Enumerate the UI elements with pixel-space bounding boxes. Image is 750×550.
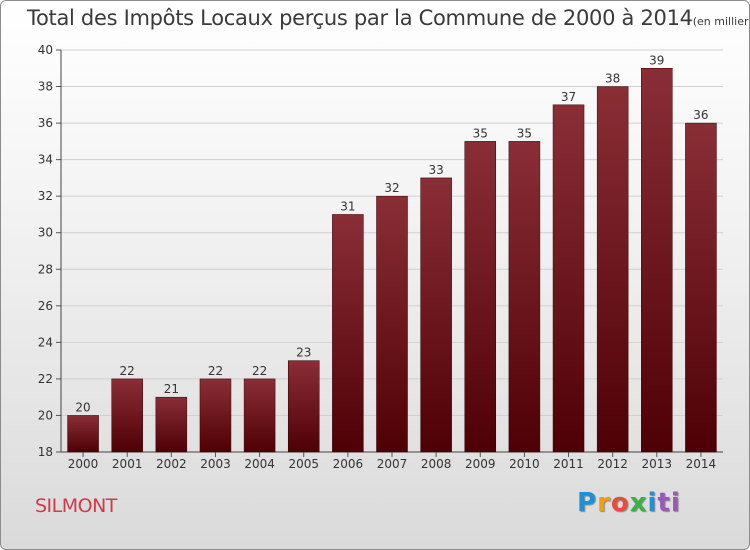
bar-2006 [332, 214, 364, 453]
bar-2002 [155, 396, 188, 453]
data-label: 39 [649, 53, 664, 67]
commune-name: SILMONT [35, 495, 117, 517]
data-label: 35 [517, 126, 532, 140]
data-label: 23 [296, 346, 311, 360]
bar-2013 [641, 68, 673, 453]
x-tick-label: 2010 [509, 457, 540, 471]
data-label: 35 [473, 126, 488, 140]
bar-2000 [67, 415, 99, 453]
data-label: 31 [340, 199, 355, 213]
bar-2011 [552, 104, 585, 453]
data-label: 22 [120, 364, 135, 378]
bar-2012 [596, 86, 629, 453]
y-tick-label: 32 [38, 189, 53, 203]
x-tick-label: 2012 [597, 457, 628, 471]
y-tick-label: 26 [38, 299, 53, 313]
x-tick-label: 2006 [333, 457, 364, 471]
y-tick-label: 34 [38, 153, 53, 167]
bar-2001 [111, 378, 143, 453]
data-label: 33 [428, 163, 443, 177]
x-tick-label: 2001 [112, 457, 143, 471]
x-tick-label: 2002 [156, 457, 187, 471]
x-tick-label: 2003 [200, 457, 231, 471]
y-tick-label: 38 [38, 80, 53, 94]
y-tick-label: 20 [38, 408, 53, 422]
data-labels: 20 22 21 22 22 23 31 32 33 35 35 37 38 39 36 [75, 53, 708, 414]
x-tick-label: 2008 [421, 457, 452, 471]
y-tick-label: 24 [38, 335, 53, 349]
x-tick-label: 2009 [465, 457, 496, 471]
data-label: 37 [561, 90, 576, 104]
y-tick-label: 28 [38, 262, 53, 276]
chart-subtitle: (en milliers d'€) [692, 15, 749, 28]
data-label: 21 [164, 382, 179, 396]
data-label: 38 [605, 72, 620, 86]
chart-title: Total des Impôts Locaux perçus par la Co… [27, 6, 749, 30]
data-label: 20 [75, 400, 90, 414]
data-label: 22 [252, 364, 267, 378]
bar-2007 [376, 195, 408, 453]
bar-2009 [464, 141, 497, 453]
y-tick-label: 22 [38, 372, 53, 386]
bar-2003 [199, 378, 232, 453]
y-tick-label: 18 [38, 445, 53, 459]
bar-2004 [243, 378, 276, 453]
data-label: 22 [208, 364, 223, 378]
x-tick-label: 2005 [288, 457, 319, 471]
y-tick-label: 30 [38, 226, 53, 240]
x-tick-label: 2004 [244, 457, 275, 471]
x-tick-label: 2011 [553, 457, 584, 471]
proxiti-logo: Proxiti [577, 488, 681, 518]
data-label: 36 [693, 108, 708, 122]
x-tick-label: 2013 [642, 457, 673, 471]
bars [67, 68, 717, 453]
x-tick-label: 2014 [686, 457, 717, 471]
y-tick-label: 36 [38, 116, 53, 130]
bar-2008 [420, 177, 452, 453]
bar-2005 [287, 360, 320, 453]
x-tick-label: 2000 [68, 457, 99, 471]
bar-2010 [508, 141, 541, 453]
y-tick-label: 40 [38, 43, 53, 57]
x-tick-label: 2007 [377, 457, 408, 471]
bar-2014 [685, 122, 717, 453]
data-label: 32 [384, 181, 399, 195]
